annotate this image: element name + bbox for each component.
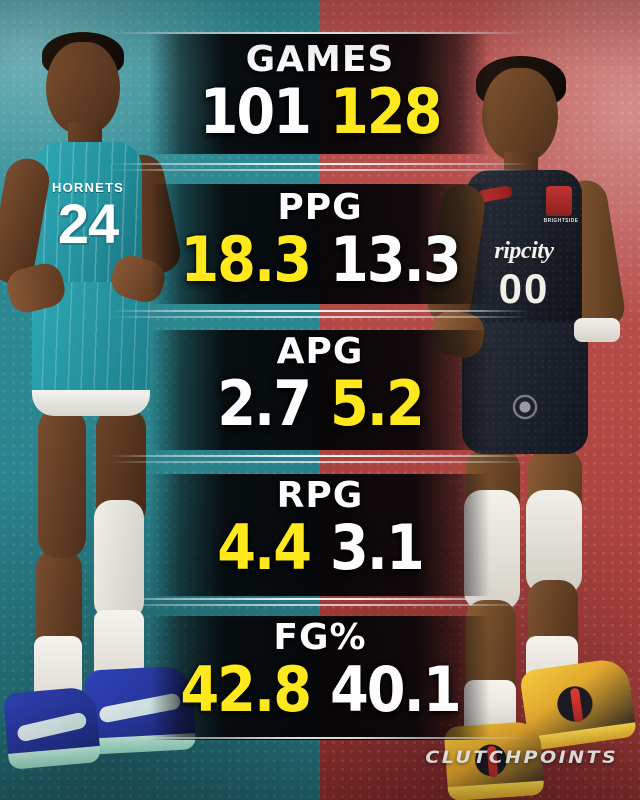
right-player-head [482, 68, 558, 162]
stat-value-left: 2.7 [217, 367, 312, 440]
stat-label: APG [276, 331, 364, 372]
right-player-jersey-number: 00 [498, 265, 550, 312]
shorts-logo-icon [508, 390, 542, 424]
stat-value-right: 3.1 [330, 511, 425, 584]
left-player-team-wordmark: HORNETS [52, 180, 124, 195]
left-player-leg-sleeve [94, 500, 144, 620]
stat-value-right: 40.1 [330, 653, 462, 726]
player-photo-left: HORNETS 24 [0, 30, 224, 800]
divider-3 [110, 455, 530, 465]
stat-values: 18.3 13.3 [0, 228, 640, 291]
divider-2 [110, 310, 530, 320]
divider-bottom [110, 737, 530, 747]
shoe-sole [528, 722, 638, 752]
stat-label: GAMES [245, 39, 395, 80]
stat-values: 2.7 5.2 [0, 372, 640, 435]
stat-values: 101 128 [0, 80, 640, 143]
clutchpoints-watermark: CLUTCHPOINTS [425, 748, 618, 768]
shoe-sole [8, 745, 102, 770]
stat-label: RPG [276, 475, 364, 516]
stat-value-left: 42.8 [180, 653, 312, 726]
stat-values: 42.8 40.1 [0, 658, 640, 721]
stat-value-right: 13.3 [330, 223, 462, 296]
stat-value-right: 128 [330, 75, 442, 148]
right-player-wristband [574, 318, 620, 342]
stat-row-fgpct: FG% 42.8 40.1 [0, 617, 640, 722]
left-player-shorts-trim [32, 390, 150, 416]
stat-value-left: 18.3 [180, 223, 312, 296]
stat-value-right: 5.2 [330, 367, 425, 440]
stat-values: 4.4 3.1 [0, 516, 640, 579]
divider-4 [110, 598, 530, 608]
stat-row-apg: APG 2.7 5.2 [0, 331, 640, 436]
shoe-sole [447, 780, 545, 800]
sponsor-patch-label: BRIGHTSIDE [543, 218, 579, 224]
right-player-team-wordmark: ripcity [494, 238, 554, 264]
stat-label: FG% [273, 617, 367, 658]
right-player-tights-right [526, 490, 582, 594]
stat-label: PPG [277, 187, 363, 228]
left-player-head [46, 42, 120, 134]
divider-1 [110, 163, 530, 173]
left-player-leg-left [38, 408, 86, 558]
divider-top [110, 32, 530, 42]
stat-value-left: 101 [199, 75, 312, 148]
left-player-jersey-number: 24 [57, 192, 119, 255]
stat-value-left: 4.4 [217, 511, 312, 584]
stat-row-ppg: PPG 18.3 13.3 [0, 187, 640, 292]
stat-row-rpg: RPG 4.4 3.1 [0, 475, 640, 580]
stat-row-games: GAMES 101 128 [0, 39, 640, 144]
sponsor-patch [546, 186, 572, 216]
